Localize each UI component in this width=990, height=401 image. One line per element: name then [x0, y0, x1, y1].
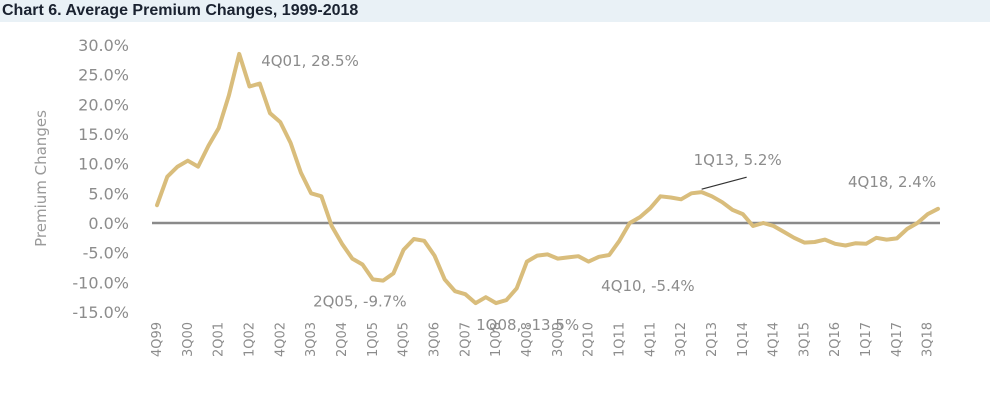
y-tick-label: -10.0% — [72, 273, 129, 292]
title-bar: Chart 6. Average Premium Changes, 1999-2… — [0, 0, 990, 22]
x-tick-label: 1Q14 — [736, 322, 751, 357]
y-tick-label: -5.0% — [83, 244, 129, 263]
annotation-label: 4Q18, 2.4% — [848, 173, 936, 191]
x-tick-label: 3Q09 — [551, 322, 566, 357]
x-tick-label: 2Q04 — [335, 322, 350, 357]
x-tick-label: 1Q11 — [612, 322, 627, 357]
x-tick-label: 4Q02 — [273, 322, 288, 357]
x-tick-label: 4Q17 — [890, 322, 905, 357]
x-tick-label: 2Q13 — [705, 322, 720, 357]
annotation-group: 4Q01, 28.5% 1Q13, 5.2% 4Q18, 2.4% 2Q05, -9.… — [261, 52, 936, 334]
y-tick-label: 20.0% — [78, 95, 129, 114]
x-tick-label: 4Q05 — [397, 322, 412, 357]
y-axis-title: Premium Changes — [32, 110, 50, 247]
x-tick-label: 2Q16 — [828, 322, 843, 357]
x-tick-label: 2Q10 — [582, 322, 597, 357]
y-axis-label: Premium Changes — [32, 110, 50, 247]
y-tick-label: -15.0% — [72, 303, 129, 322]
x-tick-label: 4Q08 — [520, 322, 535, 357]
x-tick-label: 3Q18 — [921, 322, 936, 357]
y-tick-label: 5.0% — [88, 184, 129, 203]
x-tick-label: 3Q12 — [674, 322, 689, 357]
series-group — [155, 51, 940, 306]
y-tick-label: 25.0% — [78, 66, 129, 85]
x-tick-label: 1Q02 — [243, 322, 258, 357]
x-tick-label: 3Q15 — [797, 322, 812, 357]
x-tick-label: 1Q08 — [489, 322, 504, 357]
x-tick-label: 4Q99 — [150, 322, 165, 357]
x-tick-label: 2Q07 — [458, 322, 473, 357]
x-tick-label: 2Q01 — [212, 322, 227, 357]
x-tick-label: 3Q06 — [428, 322, 443, 357]
annotation-label: 4Q10, -5.4% — [601, 277, 695, 295]
y-tick-labels: 30.0% 25.0% 20.0% 15.0% 10.0% 5.0% 0.0% -5.0% -1… — [72, 36, 129, 322]
chart-title: Chart 6. Average Premium Changes, 1999-2… — [2, 2, 359, 19]
x-tick-labels: 4Q99 3Q00 2Q01 1Q02 4Q02 3Q03 2Q04 1Q05 4Q05 3Q06… — [150, 322, 936, 357]
x-tick-label: 4Q11 — [643, 322, 658, 357]
annotation-label: 1Q08, -13.5% — [476, 316, 579, 334]
x-tick-label: 1Q17 — [859, 322, 874, 357]
x-tick-label: 1Q05 — [366, 322, 381, 357]
y-tick-label: 10.0% — [78, 155, 129, 174]
x-tick-label: 3Q00 — [181, 322, 196, 357]
y-tick-label: 0.0% — [88, 214, 129, 233]
annotation-label: 4Q01, 28.5% — [261, 52, 359, 70]
x-tick-label: 3Q03 — [304, 322, 319, 357]
series-line — [155, 51, 940, 306]
x-tick-label: 4Q14 — [767, 322, 782, 357]
annotation-label: 1Q13, 5.2% — [694, 151, 782, 169]
annotation-leader-line — [701, 176, 747, 190]
y-tick-label: 30.0% — [78, 36, 129, 55]
y-tick-label: 15.0% — [78, 125, 129, 144]
annotation-label: 2Q05, -9.7% — [313, 293, 407, 311]
